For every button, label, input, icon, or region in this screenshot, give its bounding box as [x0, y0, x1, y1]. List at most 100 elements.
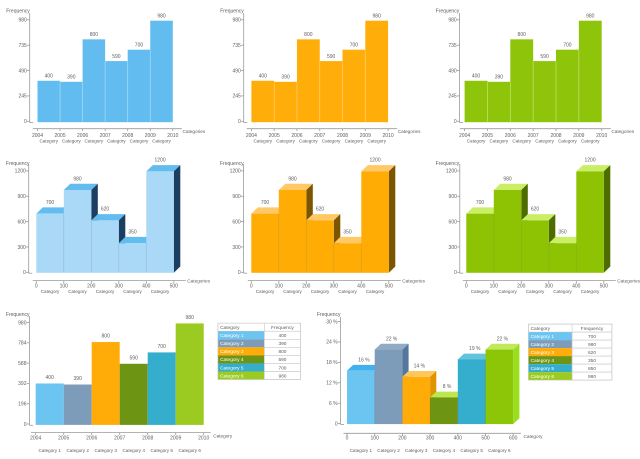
svg-text:500: 500 — [385, 284, 394, 290]
svg-text:600: 600 — [232, 219, 241, 225]
svg-text:800: 800 — [90, 32, 99, 38]
svg-text:2005: 2005 — [54, 133, 65, 139]
svg-text:Category 3: Category 3 — [531, 350, 555, 356]
svg-text:Categories: Categories — [183, 129, 206, 134]
svg-text:700: 700 — [261, 200, 270, 206]
svg-text:Category 6: Category 6 — [488, 448, 511, 453]
svg-text:Category: Category — [213, 434, 233, 439]
svg-text:Category: Category — [130, 138, 149, 143]
svg-text:Category: Category — [367, 138, 386, 143]
svg-text:Category 3: Category 3 — [220, 349, 244, 355]
svg-text:Category 3: Category 3 — [405, 448, 428, 453]
svg-text:700: 700 — [278, 365, 286, 371]
svg-text:Category 5: Category 5 — [150, 448, 173, 453]
svg-text:980: 980 — [588, 374, 596, 380]
svg-text:980: 980 — [278, 373, 286, 379]
svg-text:2007: 2007 — [528, 133, 539, 139]
svg-text:Category 5: Category 5 — [460, 448, 483, 453]
svg-text:390: 390 — [74, 376, 83, 382]
svg-text:735: 735 — [18, 43, 27, 49]
svg-text:Category 4: Category 4 — [433, 448, 456, 453]
svg-text:200: 200 — [398, 436, 407, 442]
svg-text:980: 980 — [373, 13, 382, 19]
svg-text:Category: Category — [338, 289, 357, 294]
svg-text:200: 200 — [87, 284, 96, 290]
svg-text:12 %: 12 % — [326, 381, 338, 387]
svg-text:490: 490 — [448, 68, 457, 74]
svg-text:700: 700 — [563, 42, 572, 48]
svg-text:400: 400 — [454, 436, 463, 442]
svg-text:400: 400 — [259, 73, 268, 79]
svg-text:Category: Category — [524, 434, 544, 439]
svg-text:0: 0 — [465, 284, 468, 290]
svg-text:Category 1: Category 1 — [531, 334, 555, 340]
svg-text:2007: 2007 — [314, 133, 325, 139]
svg-text:980: 980 — [232, 18, 241, 24]
svg-text:300: 300 — [449, 245, 458, 251]
svg-text:Category: Category — [581, 138, 600, 143]
svg-text:784: 784 — [18, 341, 27, 347]
svg-text:Category: Category — [471, 289, 490, 294]
svg-text:0: 0 — [454, 119, 457, 125]
svg-text:900: 900 — [449, 194, 458, 200]
svg-text:600: 600 — [449, 219, 458, 225]
svg-text:0: 0 — [23, 270, 26, 276]
svg-text:Category 2: Category 2 — [377, 448, 400, 453]
svg-text:390: 390 — [278, 341, 286, 347]
svg-text:245: 245 — [18, 94, 27, 100]
svg-text:980: 980 — [288, 176, 297, 182]
svg-text:350: 350 — [128, 230, 137, 236]
svg-text:2010: 2010 — [596, 133, 607, 139]
svg-text:2008: 2008 — [142, 436, 153, 442]
svg-text:Frequency: Frequency — [6, 9, 30, 15]
svg-text:980: 980 — [588, 342, 596, 348]
svg-text:980: 980 — [18, 18, 27, 24]
svg-text:2009: 2009 — [170, 436, 181, 442]
svg-text:Category 6: Category 6 — [220, 373, 244, 379]
svg-text:800: 800 — [278, 349, 286, 355]
svg-text:Frequency: Frequency — [6, 312, 30, 318]
svg-text:0: 0 — [238, 270, 241, 276]
svg-text:Frequency: Frequency — [436, 9, 460, 15]
svg-text:980: 980 — [18, 320, 27, 326]
svg-text:Category: Category — [366, 289, 385, 294]
svg-text:590: 590 — [112, 54, 121, 60]
svg-text:590: 590 — [540, 54, 549, 60]
svg-text:245: 245 — [448, 94, 457, 100]
svg-text:Category: Category — [512, 138, 531, 143]
svg-text:245: 245 — [232, 94, 241, 100]
svg-text:Category: Category — [322, 138, 341, 143]
svg-text:2004: 2004 — [246, 133, 257, 139]
svg-text:24 %: 24 % — [326, 340, 338, 346]
svg-text:800: 800 — [518, 32, 527, 38]
svg-text:850: 850 — [588, 366, 596, 372]
svg-text:300: 300 — [545, 284, 554, 290]
svg-text:Category: Category — [490, 138, 509, 143]
svg-text:Category: Category — [41, 289, 60, 294]
svg-text:Categories: Categories — [187, 279, 210, 284]
svg-text:200: 200 — [517, 284, 526, 290]
svg-text:390: 390 — [495, 75, 504, 81]
svg-text:700: 700 — [588, 334, 596, 340]
svg-text:390: 390 — [281, 75, 290, 81]
svg-text:2004: 2004 — [30, 436, 41, 442]
svg-text:1200: 1200 — [15, 169, 26, 175]
svg-text:Category: Category — [345, 138, 364, 143]
svg-text:Category: Category — [299, 138, 318, 143]
svg-text:Category: Category — [256, 289, 275, 294]
svg-text:Category: Category — [276, 138, 295, 143]
svg-text:Category: Category — [467, 138, 486, 143]
svg-text:100: 100 — [60, 284, 69, 290]
svg-text:600: 600 — [509, 436, 518, 442]
svg-text:Frequency: Frequency — [581, 326, 604, 332]
svg-text:392: 392 — [18, 381, 27, 387]
svg-text:22 %: 22 % — [497, 336, 509, 342]
svg-text:Category: Category — [68, 289, 87, 294]
svg-text:0: 0 — [346, 436, 349, 442]
svg-text:Category 1: Category 1 — [220, 333, 244, 339]
svg-text:Category 5: Category 5 — [220, 365, 244, 371]
svg-text:1200: 1200 — [369, 158, 380, 164]
svg-text:22 %: 22 % — [386, 336, 398, 342]
svg-text:Category: Category — [535, 138, 554, 143]
svg-text:600: 600 — [17, 219, 26, 225]
